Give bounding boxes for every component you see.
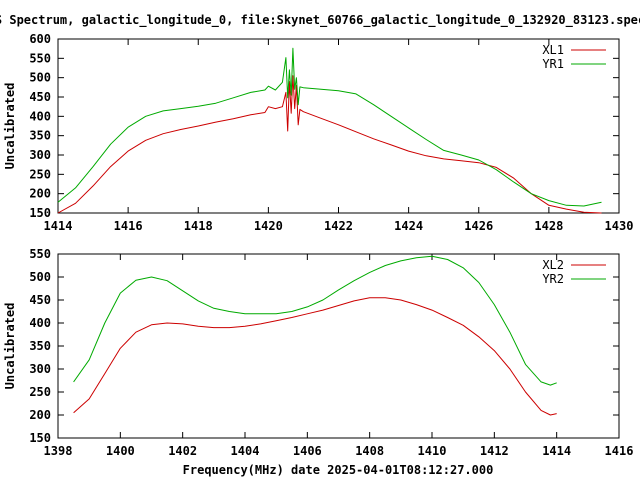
series-line-xl2 (73, 297, 557, 416)
x-tick-label: 1430 (605, 219, 634, 233)
y-tick-label: 350 (29, 339, 51, 353)
x-tick-label: 1410 (418, 444, 447, 458)
x-tick-label: 1428 (534, 219, 563, 233)
x-tick-label: 1398 (44, 444, 73, 458)
y-tick-label: 500 (29, 71, 51, 85)
y-tick-label: 500 (29, 270, 51, 284)
legend-label: XL2 (542, 258, 564, 272)
y-tick-label: 200 (29, 187, 51, 201)
y-axis-label: Uncalibrated (3, 303, 17, 390)
x-tick-label: 1416 (605, 444, 634, 458)
y-tick-label: 600 (29, 32, 51, 46)
x-tick-label: 1416 (114, 219, 143, 233)
x-tick-label: 1402 (168, 444, 197, 458)
plot-frame (57, 38, 620, 214)
series-line-xl1 (57, 75, 602, 214)
y-tick-label: 550 (29, 51, 51, 65)
y-tick-label: 250 (29, 167, 51, 181)
x-tick-label: 1400 (106, 444, 135, 458)
legend-label: YR1 (542, 57, 564, 71)
x-tick-label: 1422 (324, 219, 353, 233)
x-tick-label: 1426 (464, 219, 493, 233)
series-line-yr1 (57, 47, 602, 207)
y-tick-label: 200 (29, 408, 51, 422)
y-tick-label: 400 (29, 109, 51, 123)
legend-label: XL1 (542, 43, 564, 57)
series-line-yr2 (73, 255, 557, 386)
x-tick-label: 1414 (44, 219, 73, 233)
lower-panel: 1398 1400 1402 1404 1406 1408 1410 1412 1414 1416… (3, 247, 633, 458)
chart-title: ES Spectrum, galactic_longitude_0, file:… (0, 13, 640, 28)
x-axis-label: Frequency(MHz) date 2025-04-01T08:12:27.… (183, 463, 494, 477)
y-tick-label: 300 (29, 362, 51, 376)
y-tick-label: 550 (29, 247, 51, 261)
x-tick-label: 1418 (184, 219, 213, 233)
x-tick-label: 1406 (293, 444, 322, 458)
x-tick-label: 1420 (254, 219, 283, 233)
y-tick-label: 300 (29, 148, 51, 162)
y-tick-label: 250 (29, 385, 51, 399)
legend-label: YR2 (542, 272, 564, 286)
y-tick-label: 450 (29, 90, 51, 104)
upper-panel: 1414 1416 1418 1420 1422 1424 1426 1428 1430 150 2… (3, 32, 633, 233)
x-tick-label: 1412 (480, 444, 509, 458)
y-tick-label: 450 (29, 293, 51, 307)
x-tick-label: 1408 (355, 444, 384, 458)
y-axis-label: Uncalibrated (3, 83, 17, 170)
y-tick-label: 400 (29, 316, 51, 330)
y-tick-label: 350 (29, 129, 51, 143)
y-tick-label: 150 (29, 206, 51, 220)
x-tick-label: 1414 (542, 444, 571, 458)
plot-frame (57, 253, 620, 439)
x-tick-label: 1404 (231, 444, 260, 458)
y-tick-label: 150 (29, 431, 51, 445)
x-tick-label: 1424 (394, 219, 423, 233)
